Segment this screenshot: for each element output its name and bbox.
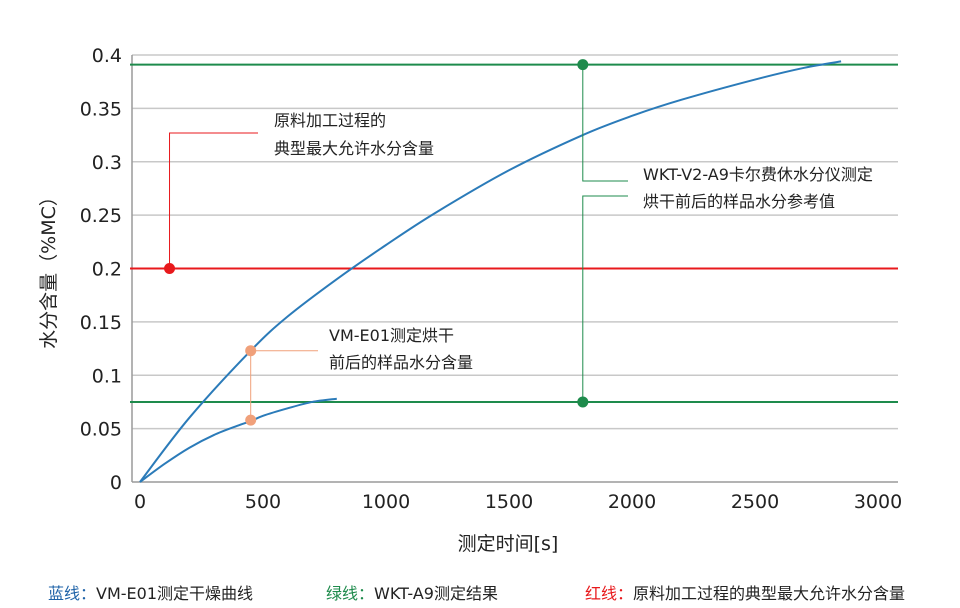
markers [164, 59, 589, 426]
x-tick-label: 2500 [731, 491, 779, 513]
marker-point-3 [245, 345, 257, 357]
x-tick-label: 0 [134, 491, 146, 513]
x-tick-label: 3000 [854, 491, 902, 513]
legend-text-blue: VM-E01测定干燥曲线 [96, 584, 254, 603]
marker-point-1 [577, 59, 589, 71]
annotation-text-1-0: WKT-V2-A9卡尔费休水分仪测定 [643, 165, 873, 184]
annotation-text-0-0: 原料加工过程的 [274, 111, 386, 130]
annotation-text-2-1: 前后的样品水分含量 [329, 353, 473, 372]
series-line-1 [139, 60, 842, 483]
x-tick-label: 2000 [608, 491, 656, 513]
drying-chart: 原料加工过程的典型最大允许水分含量 WKT-V2-A9卡尔费休水分仪测定烘干前后的… [38, 45, 902, 555]
marker-point-2 [577, 396, 589, 408]
reference-lines [130, 63, 898, 403]
y-tick-label: 0.3 [92, 152, 122, 174]
tick-labels: 0 0.05 0.1 0.15 0.2 0.25 0.3 0.35 0.4 0 500 1000 150… [80, 45, 902, 513]
marker-point-0 [164, 263, 176, 274]
red-leader-line [169, 132, 258, 269]
y-tick-label: 0 [110, 472, 122, 494]
y-tick-label: 0.05 [80, 419, 122, 441]
grid-lines [132, 54, 898, 430]
y-tick-label: 0.25 [80, 205, 122, 227]
marker-point-4 [245, 414, 257, 426]
annotation-text-1-1: 烘干前后的样品水分参考值 [643, 192, 835, 211]
annotations: 原料加工过程的典型最大允许水分含量 WKT-V2-A9卡尔费休水分仪测定烘干前后的… [169, 64, 873, 421]
legend-text-green: WKT-A9测定结果 [374, 584, 498, 603]
legend-key-green: 绿线： [326, 584, 375, 603]
legend-key-blue: 蓝线： [48, 584, 97, 603]
y-tick-label: 0.1 [92, 365, 122, 387]
y-tick-label: 0.4 [92, 45, 122, 67]
x-axis-title: 测定时间[s] [458, 533, 559, 555]
green-leader-line-upper [582, 64, 628, 182]
legend-item-red: 红线：原料加工过程的典型最大允许水分含量 [585, 580, 905, 604]
legend: 蓝线：VM-E01测定干燥曲线 绿线：WKT-A9测定结果 红线：原料加工过程的… [0, 580, 960, 608]
series-line-0 [139, 397, 337, 483]
legend-key-red: 红线： [585, 584, 634, 603]
x-tick-label: 500 [245, 491, 281, 513]
y-axis-title: 水分含量（%MC） [38, 187, 60, 349]
legend-text-red: 原料加工过程的典型最大允许水分含量 [633, 584, 906, 603]
green-leader-line-lower [582, 195, 628, 402]
y-tick-label: 0.15 [80, 312, 122, 334]
series-lines [139, 60, 842, 483]
legend-item-blue: 蓝线：VM-E01测定干燥曲线 [48, 580, 253, 604]
x-tick-label: 1000 [362, 491, 410, 513]
y-tick-label: 0.2 [92, 259, 122, 281]
x-tick-label: 1500 [485, 491, 533, 513]
annotation-text-0-1: 典型最大允许水分含量 [274, 139, 434, 158]
legend-item-green: 绿线：WKT-A9测定结果 [326, 580, 498, 604]
y-tick-label: 0.35 [80, 98, 122, 120]
annotation-text-2-0: VM-E01测定烘干 [329, 326, 454, 345]
